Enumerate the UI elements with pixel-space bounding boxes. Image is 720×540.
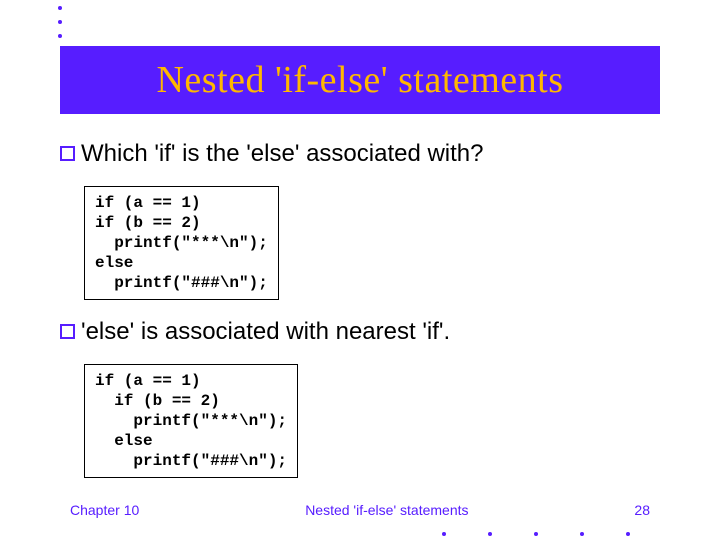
slide-body: Which 'if' is the 'else' associated with… <box>60 140 660 496</box>
dot <box>488 532 492 536</box>
bullet-marker <box>60 146 75 161</box>
dot <box>58 34 62 38</box>
bullet-item: Which 'if' is the 'else' associated with… <box>60 140 660 168</box>
slide-title-bar: Nested 'if-else' statements <box>60 46 660 114</box>
footer-title: Nested 'if-else' statements <box>139 502 634 518</box>
bullet-item: 'else' is associated with nearest 'if'. <box>60 318 660 346</box>
code-block: if (a == 1) if (b == 2) printf("***\n");… <box>84 364 298 478</box>
slide-title: Nested 'if-else' statements <box>156 58 563 102</box>
decorative-dots-top <box>58 6 62 38</box>
footer-chapter: Chapter 10 <box>70 502 139 518</box>
dot <box>58 6 62 10</box>
code-block: if (a == 1) if (b == 2) printf("***\n");… <box>84 186 279 300</box>
bullet-marker <box>60 324 75 339</box>
dot <box>58 20 62 24</box>
slide-footer: Chapter 10 Nested 'if-else' statements 2… <box>70 502 650 518</box>
dot <box>580 532 584 536</box>
decorative-dots-bottom <box>442 532 630 536</box>
footer-page-number: 28 <box>634 502 650 518</box>
dot <box>442 532 446 536</box>
dot <box>534 532 538 536</box>
bullet-text: Which 'if' is the 'else' associated with… <box>81 140 484 168</box>
bullet-text: 'else' is associated with nearest 'if'. <box>81 318 450 346</box>
code-text: if (a == 1) if (b == 2) printf("***\n");… <box>95 371 287 471</box>
code-text: if (a == 1) if (b == 2) printf("***\n");… <box>95 193 268 293</box>
dot <box>626 532 630 536</box>
